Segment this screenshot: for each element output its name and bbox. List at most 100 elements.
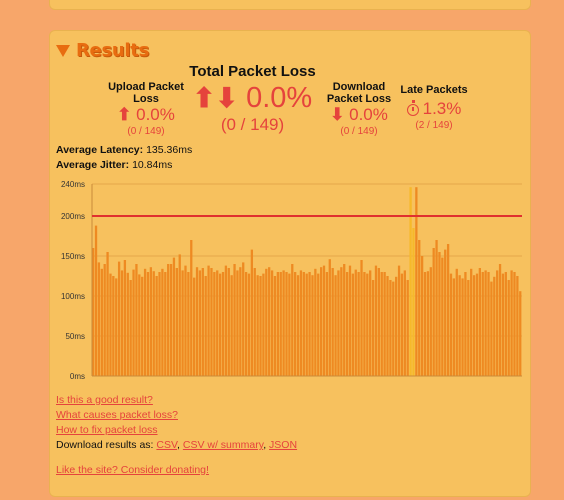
- download-loss-count: (0 / 149): [340, 126, 378, 137]
- latency-bar: [400, 273, 404, 376]
- latency-bar: [464, 272, 467, 376]
- latency-bar: [305, 273, 308, 376]
- download-loss-label-2: Packet Loss: [326, 93, 392, 105]
- latency-bar: [472, 275, 476, 376]
- good-result-link[interactable]: Is this a good result?: [56, 394, 153, 406]
- latency-bar: [397, 265, 401, 376]
- latency-bar: [377, 268, 380, 376]
- latency-bar: [221, 272, 225, 376]
- late-bar: [412, 228, 415, 376]
- latency-bar: [242, 262, 245, 376]
- y-tick-label: 0ms: [70, 372, 85, 381]
- latency-bar: [207, 265, 210, 376]
- late-packets-pct: 1.3%: [422, 99, 462, 118]
- latency-bar: [296, 275, 300, 376]
- latency-bar: [276, 272, 279, 376]
- results-toggle[interactable]: Results: [56, 39, 149, 61]
- latency-bar: [319, 267, 323, 376]
- latency-bar: [123, 260, 127, 376]
- latency-bar: [345, 272, 349, 376]
- latency-bar: [331, 268, 334, 376]
- latency-bar: [322, 265, 326, 376]
- latency-bar: [294, 272, 297, 376]
- latency-bar: [383, 272, 386, 376]
- download-loss-pct: 0.0%: [349, 105, 388, 124]
- average-jitter-value: 10.84ms: [132, 159, 173, 171]
- latency-bar: [343, 264, 346, 376]
- latency-bar: [435, 240, 438, 376]
- latency-bar: [117, 261, 121, 376]
- latency-bar: [498, 264, 502, 376]
- latency-bar: [516, 276, 519, 376]
- up-down-arrows-icon: ⬆⬇: [192, 83, 239, 113]
- latency-bar: [507, 280, 510, 376]
- latency-bar: [244, 272, 248, 376]
- latency-bar: [233, 264, 236, 376]
- causes-link[interactable]: What causes packet loss?: [56, 409, 178, 421]
- fix-link[interactable]: How to fix packet loss: [56, 424, 158, 436]
- latency-bar: [363, 272, 366, 376]
- latency-bar: [253, 268, 256, 376]
- late-packets-count: (2 / 149): [415, 120, 453, 131]
- latency-bar: [213, 272, 216, 376]
- latency-bar: [288, 273, 291, 376]
- latency-bar: [204, 276, 207, 376]
- latency-bar: [478, 268, 481, 376]
- latency-bar: [493, 276, 496, 376]
- latency-bar: [227, 268, 230, 376]
- download-loss-stat: Download Packet Loss ⬇ 0.0% (0 / 149): [318, 81, 400, 139]
- latency-bar: [519, 291, 522, 376]
- latency-bar: [366, 273, 369, 376]
- results-panel: Results Upload Packet Loss ⬆ 0.0% (0 / 1…: [49, 30, 531, 497]
- latency-bar: [325, 272, 329, 376]
- latency-bar: [438, 252, 441, 376]
- latency-bar: [259, 276, 262, 376]
- json-link[interactable]: JSON: [269, 439, 298, 451]
- latency-bar: [357, 272, 360, 376]
- donate-link[interactable]: Like the site? Consider donating!: [56, 464, 209, 476]
- latency-bar: [167, 264, 170, 376]
- latency-bar: [239, 267, 242, 376]
- csv-link[interactable]: CSV: [156, 439, 178, 451]
- latency-bar: [100, 268, 103, 376]
- latency-bar: [314, 268, 317, 376]
- latency-bar: [423, 272, 427, 376]
- latency-bar: [193, 277, 196, 376]
- latency-bar: [94, 225, 98, 376]
- latency-bar: [126, 272, 129, 376]
- latency-bar: [481, 272, 484, 376]
- total-loss-stat: Total Packet Loss ⬆⬇ 0.0% (0 / 149): [180, 63, 325, 135]
- latency-bar: [172, 257, 176, 376]
- stopwatch-icon: [406, 100, 419, 116]
- download-results-line: Download results as: CSV, CSV w/ summary…: [56, 439, 298, 451]
- y-tick-label: 200ms: [61, 212, 85, 221]
- latency-bar: [190, 240, 193, 376]
- latency-bar: [195, 267, 199, 376]
- latency-bar: [392, 281, 395, 376]
- latency-bar: [317, 273, 320, 376]
- latency-bar: [415, 187, 418, 376]
- download-prefix: Download results as:: [56, 439, 154, 451]
- latency-bar: [279, 272, 282, 376]
- results-title: Results: [76, 39, 149, 61]
- latency-bar: [351, 273, 355, 376]
- latency-bar: [268, 267, 271, 376]
- latency-bar: [112, 276, 115, 376]
- latency-bar: [138, 274, 141, 376]
- latency-bar: [218, 273, 222, 376]
- latency-bar: [302, 272, 305, 376]
- average-jitter: Average Jitter: 10.84ms: [56, 159, 172, 171]
- y-tick-label: 240ms: [61, 180, 85, 189]
- latency-bar: [158, 272, 161, 376]
- y-tick-label: 150ms: [61, 252, 85, 261]
- latency-bar: [420, 256, 424, 376]
- upload-loss-stat: Upload Packet Loss ⬆ 0.0% (0 / 149): [102, 81, 190, 139]
- latency-bar: [247, 273, 251, 376]
- latency-bar: [299, 270, 303, 376]
- latency-bar: [161, 268, 164, 376]
- csv-summary-link[interactable]: CSV w/ summary: [182, 439, 264, 451]
- latency-bar: [143, 268, 147, 376]
- latency-bar: [250, 249, 254, 376]
- latency-bar: [380, 272, 383, 376]
- latency-bar: [198, 270, 202, 376]
